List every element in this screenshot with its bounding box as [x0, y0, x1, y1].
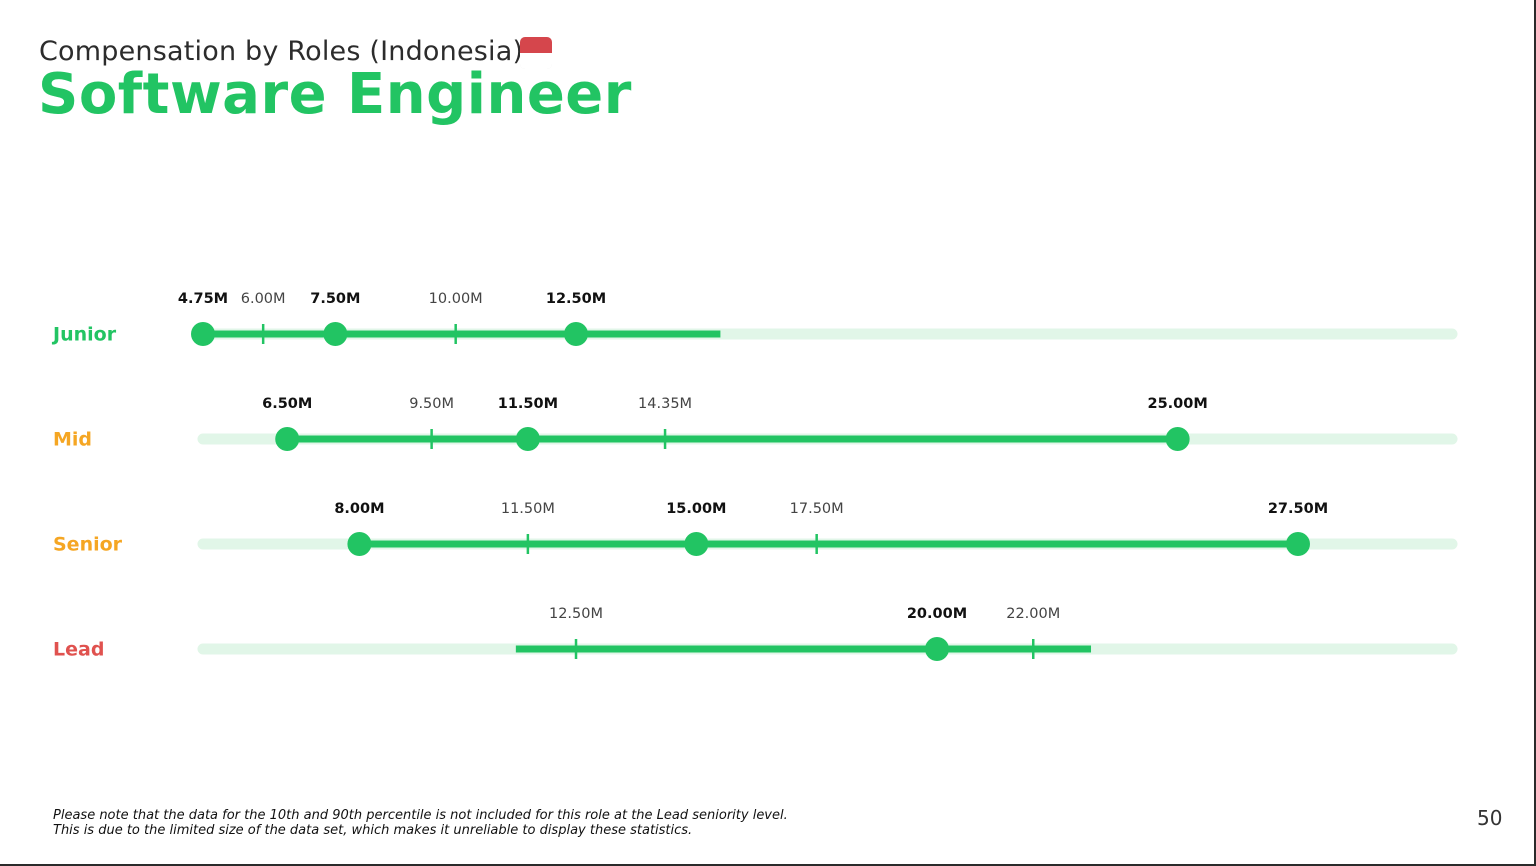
page-subtitle: Compensation by Roles (Indonesia) — [39, 36, 524, 67]
value-label-mid: 6.50M — [262, 396, 312, 412]
marker-dot-senior — [684, 532, 709, 556]
value-label-lead: 12.50M — [549, 606, 603, 622]
value-label-senior: 27.50M — [1268, 501, 1328, 517]
role-label-mid: Mid — [53, 429, 92, 451]
value-label-junior: 6.00M — [241, 291, 286, 307]
marker-dot-mid — [275, 427, 300, 451]
value-label-mid: 14.35M — [638, 396, 692, 412]
value-label-lead: 20.00M — [907, 606, 967, 622]
value-label-senior: 8.00M — [334, 501, 384, 517]
value-label-junior: 12.50M — [546, 291, 606, 307]
marker-dot-mid — [1165, 427, 1190, 451]
value-label-junior: 7.50M — [310, 291, 360, 307]
page-title: Software Engineer — [38, 62, 632, 127]
marker-dot-junior — [564, 322, 589, 346]
marker-dot-junior — [191, 322, 215, 346]
marker-dot-junior — [323, 322, 348, 346]
role-label-lead: Lead — [53, 639, 104, 661]
value-label-mid: 11.50M — [498, 396, 558, 412]
value-label-senior: 11.50M — [501, 501, 555, 517]
indonesia-flag-icon — [520, 37, 552, 69]
marker-dot-senior — [1285, 532, 1310, 556]
value-label-mid: 25.00M — [1148, 396, 1208, 412]
value-label-junior: 10.00M — [429, 291, 483, 307]
marker-dot-mid — [515, 427, 540, 451]
value-label-junior: 4.75M — [178, 291, 228, 307]
role-label-junior: Junior — [51, 324, 117, 346]
value-label-lead: 22.00M — [1006, 606, 1060, 622]
footnote-line-1: Please note that the data for the 10th a… — [53, 808, 788, 823]
value-label-senior: 17.50M — [790, 501, 844, 517]
value-label-mid: 9.50M — [409, 396, 454, 412]
footnote-line-2: This is due to the limited size of the d… — [53, 823, 693, 838]
flag-red-band — [520, 37, 552, 53]
marker-dot-senior — [347, 532, 372, 556]
footnote: Please note that the data for the 10th a… — [53, 808, 788, 838]
marker-dot-lead — [924, 637, 949, 661]
flag-white-band — [520, 53, 552, 69]
page-number: 50 — [1477, 806, 1503, 830]
role-label-senior: Senior — [53, 534, 123, 556]
value-label-senior: 15.00M — [666, 501, 726, 517]
